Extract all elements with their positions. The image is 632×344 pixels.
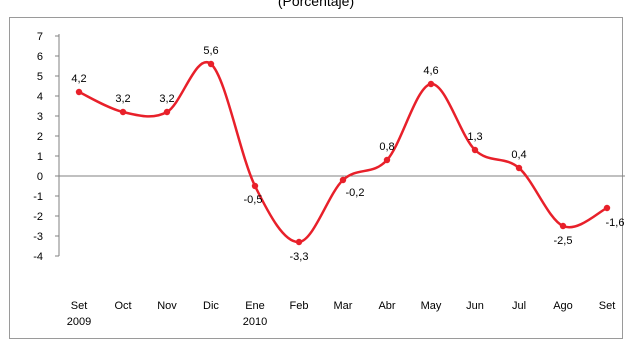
data-point xyxy=(207,60,215,68)
data-label: -3,3 xyxy=(290,251,309,263)
data-point xyxy=(603,204,611,212)
data-label: 0,8 xyxy=(379,141,394,153)
data-point xyxy=(119,108,127,116)
x-tick-label: Dic xyxy=(203,300,219,312)
y-tick-label: 3 xyxy=(37,111,43,123)
x-year-label: 2009 xyxy=(67,316,91,328)
x-tick-label: Ago xyxy=(553,300,573,312)
series-line xyxy=(78,60,608,244)
data-label: 4,2 xyxy=(71,73,86,85)
x-tick-label: Nov xyxy=(157,300,177,312)
data-label: 5,6 xyxy=(203,45,218,57)
x-tick-label: Jul xyxy=(512,300,526,312)
data-point xyxy=(383,156,391,164)
data-point xyxy=(75,88,83,96)
y-tick-label: 5 xyxy=(37,71,43,83)
data-point xyxy=(427,80,435,88)
chart-subtitle: (Porcentaje) xyxy=(277,0,355,9)
y-tick-label: 7 xyxy=(37,31,43,43)
y-tick-label: -1 xyxy=(33,191,43,203)
data-label: 4,6 xyxy=(423,65,438,77)
data-point xyxy=(559,222,567,230)
data-point xyxy=(515,164,523,172)
y-tick-label: -2 xyxy=(33,211,43,223)
data-label: 3,2 xyxy=(115,93,130,105)
x-year-label: 2010 xyxy=(243,316,267,328)
y-tick-label: 4 xyxy=(37,91,43,103)
y-tick-label: 1 xyxy=(37,151,43,163)
data-point xyxy=(163,108,171,116)
x-tick-label: May xyxy=(421,300,442,312)
x-tick-label: Jun xyxy=(466,300,484,312)
x-tick-label: Set xyxy=(599,300,616,312)
x-tick-label: Oct xyxy=(114,300,131,312)
y-tick-label: 6 xyxy=(37,51,43,63)
chart-frame xyxy=(9,17,623,339)
data-label: -1,6 xyxy=(606,217,625,229)
y-tick-label: 0 xyxy=(37,171,43,183)
data-label: -0,2 xyxy=(346,187,365,199)
data-point xyxy=(251,182,259,190)
x-tick-label: Abr xyxy=(378,300,395,312)
y-tick-label: 2 xyxy=(37,131,43,143)
data-label: 3,2 xyxy=(159,93,174,105)
x-tick-label: Ene xyxy=(245,300,265,312)
data-point xyxy=(295,238,303,246)
data-point xyxy=(339,176,347,184)
data-label: 1,3 xyxy=(467,131,482,143)
data-label: -2,5 xyxy=(554,235,573,247)
data-point xyxy=(471,146,479,154)
x-tick-label: Mar xyxy=(334,300,353,312)
y-tick-label: -3 xyxy=(33,231,43,243)
data-label: 0,4 xyxy=(511,149,526,161)
y-tick-label: -4 xyxy=(33,251,43,263)
x-tick-label: Set xyxy=(71,300,88,312)
data-label: -0,5 xyxy=(244,194,263,206)
x-tick-label: Feb xyxy=(290,300,309,312)
